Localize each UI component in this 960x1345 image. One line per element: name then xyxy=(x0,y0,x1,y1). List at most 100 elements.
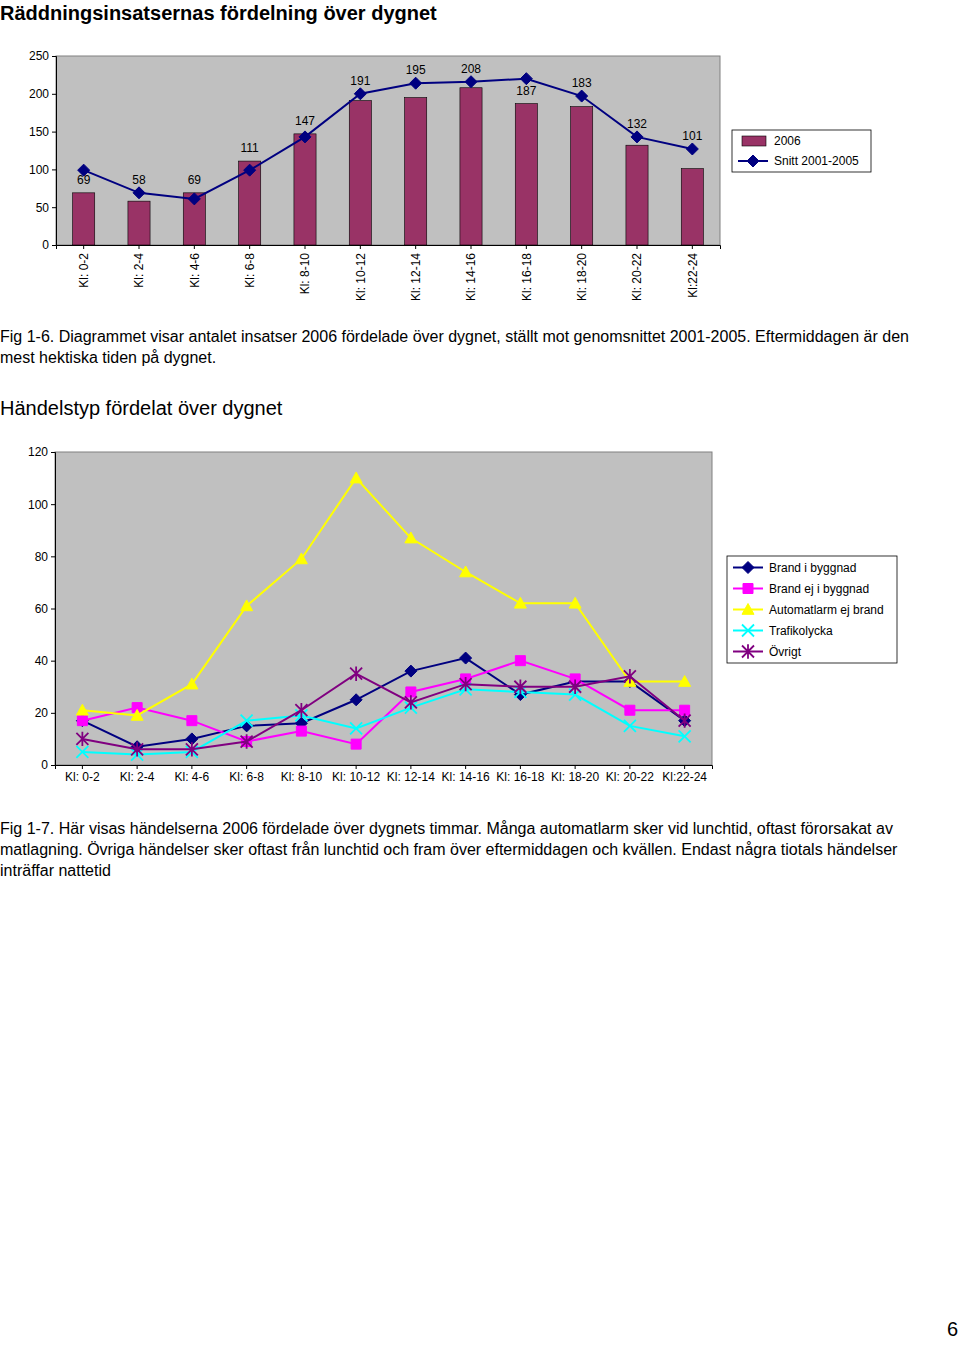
line xyxy=(82,689,684,754)
tick: 150 xyxy=(29,125,56,139)
tick: Kl: 2-4 xyxy=(120,765,155,784)
y-axis: 050100150200250 xyxy=(29,49,57,252)
tick-label: 120 xyxy=(28,445,48,459)
chart-title: Händelstyp fördelat över dygnet xyxy=(0,397,283,419)
marker xyxy=(133,187,145,199)
marker xyxy=(576,90,588,102)
marker xyxy=(187,716,197,726)
marker xyxy=(295,703,307,717)
tick: Kl: 6-8 xyxy=(243,245,257,288)
legend-label: Automatlarm ej brand xyxy=(769,603,884,617)
tick: Kl: 2-4 xyxy=(132,245,146,288)
marker xyxy=(77,716,87,726)
marker xyxy=(624,720,636,732)
tick-mark xyxy=(410,765,411,769)
tick-label: 40 xyxy=(35,654,49,668)
tick-label: Kl: 20-22 xyxy=(606,770,654,784)
chart-title: Räddningsinsatsernas fördelning över dyg… xyxy=(0,2,437,24)
tick: 100 xyxy=(29,163,56,177)
tick: 80 xyxy=(35,550,55,564)
tick-mark xyxy=(52,56,56,57)
tick-mark xyxy=(356,765,357,769)
marker xyxy=(465,76,477,88)
legend: 2006Snitt 2001-2005 xyxy=(732,130,871,172)
tick-mark xyxy=(52,94,56,95)
marker xyxy=(679,676,691,687)
tick-label: 20 xyxy=(35,706,49,720)
tick: 100 xyxy=(28,498,55,512)
marker xyxy=(186,678,198,689)
caption: Fig 1-7. Här visas händelserna 2006 förd… xyxy=(0,818,935,881)
axis-line xyxy=(51,453,56,766)
marker xyxy=(686,143,698,155)
marker xyxy=(460,566,472,577)
tick: 120 xyxy=(28,445,55,459)
legend-marker xyxy=(742,644,754,658)
tick: Kl: 8-10 xyxy=(281,765,323,784)
data-label: 69 xyxy=(188,173,202,187)
tick-mark xyxy=(194,245,195,249)
tick: Kl: 4-6 xyxy=(175,765,210,784)
line xyxy=(82,661,684,744)
data-label: 147 xyxy=(295,114,315,128)
tick-label: Kl: 2-4 xyxy=(120,770,155,784)
marker xyxy=(350,694,362,706)
marker xyxy=(241,600,253,611)
marker xyxy=(514,680,526,694)
marker xyxy=(569,680,581,694)
tick: 200 xyxy=(29,87,56,101)
legend-label: Övrigt xyxy=(769,645,802,659)
tick: Kl:22-24 xyxy=(686,245,700,298)
plot-area xyxy=(56,56,720,245)
data-label: 58 xyxy=(132,173,146,187)
bar xyxy=(571,107,593,245)
bar xyxy=(128,201,150,245)
marker xyxy=(131,742,143,756)
tick-label: Kl: 4-6 xyxy=(188,253,202,288)
tick-label: Kl:22-24 xyxy=(686,253,700,298)
tick: Kl: 16-18 xyxy=(520,245,534,301)
tick-label: Kl: 0-2 xyxy=(65,770,100,784)
tick: Kl: 18-20 xyxy=(551,765,599,784)
chart: Händelstyp fördelat över dygnet020406080… xyxy=(0,397,897,784)
tick: Kl: 18-20 xyxy=(575,245,589,301)
tick: 250 xyxy=(29,49,56,63)
bar xyxy=(626,145,648,245)
tick-label: Kl: 14-16 xyxy=(442,770,490,784)
data-label: 132 xyxy=(627,117,647,131)
tick-label: Kl: 0-2 xyxy=(77,253,91,288)
tick-label: Kl: 8-10 xyxy=(281,770,323,784)
tick-mark xyxy=(692,245,693,249)
tick-mark xyxy=(471,245,472,249)
data-label: 187 xyxy=(516,84,536,98)
tick-mark xyxy=(51,504,55,505)
tick-mark xyxy=(52,169,56,170)
tick-label: 150 xyxy=(29,125,49,139)
marker xyxy=(624,669,636,683)
bar xyxy=(183,193,205,245)
tick-mark xyxy=(52,207,56,208)
marks xyxy=(73,73,704,245)
axis-line xyxy=(56,766,713,770)
legend-marker xyxy=(743,584,753,594)
bar xyxy=(294,134,316,245)
tick-mark xyxy=(581,245,582,249)
marker xyxy=(625,705,635,715)
marker xyxy=(350,722,362,734)
marker xyxy=(76,715,88,727)
bar xyxy=(73,193,95,245)
tick-mark xyxy=(246,765,247,769)
tick-label: Kl: 18-20 xyxy=(551,770,599,784)
marker xyxy=(405,665,417,677)
marker xyxy=(296,726,306,736)
tick-mark xyxy=(137,765,138,769)
marker xyxy=(241,734,253,748)
tick-mark xyxy=(305,245,306,249)
tick-mark xyxy=(637,245,638,249)
marker xyxy=(188,193,200,205)
tick: Kl: 0-2 xyxy=(77,245,91,288)
tick-label: Kl:22-24 xyxy=(662,770,707,784)
marker xyxy=(241,715,253,727)
tick-label: 100 xyxy=(28,498,48,512)
legend-label: Brand ej i byggnad xyxy=(769,582,869,596)
